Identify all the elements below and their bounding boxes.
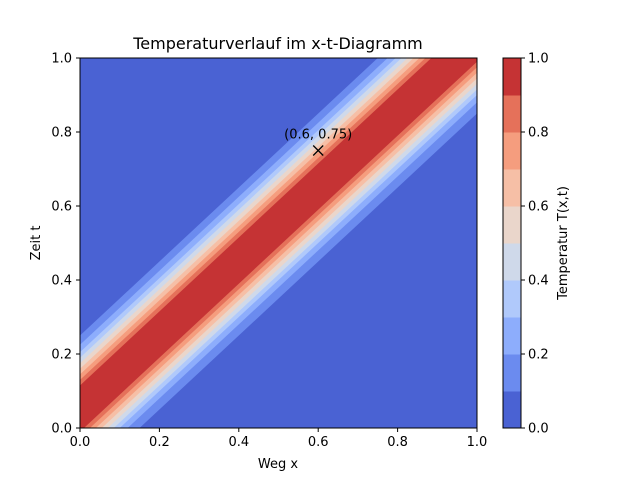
- colorbar-segment: [503, 280, 521, 318]
- annotation-label: (0.6, 0.75): [284, 128, 352, 143]
- y-axis-label: Zeit t: [29, 226, 44, 261]
- y-tick-label: 0.8: [51, 126, 72, 141]
- y-tick-label: 0.6: [51, 200, 72, 215]
- colorbar-label: Temperatur T(x,t): [556, 186, 571, 301]
- colorbar-segment: [503, 58, 521, 96]
- plot-frame: [79, 57, 478, 429]
- x-tick-label: 0.2: [149, 435, 170, 450]
- colorbar-segment: [503, 354, 521, 392]
- x-tick-label: 0.4: [228, 435, 249, 450]
- colorbar-tick-label: 0.0: [528, 422, 549, 437]
- colorbar-segment: [503, 169, 521, 207]
- colorbar-segment: [503, 391, 521, 429]
- colorbar-tick-label: 1.0: [528, 52, 549, 67]
- plot-area: [80, 58, 477, 428]
- y-tick-label: 1.0: [51, 52, 72, 67]
- plot-border: [79, 57, 478, 429]
- y-axis: 0.0 0.2 0.4 0.6 0.8 1.0: [51, 52, 80, 437]
- colorbar-tick-label: 0.6: [528, 200, 549, 215]
- colorbar: 0.0 0.2 0.4 0.6 0.8 1.0: [502, 52, 549, 437]
- colorbar-border: [502, 57, 522, 429]
- colorbar-segment: [503, 206, 521, 244]
- y-tick-label: 0.4: [51, 274, 72, 289]
- colorbar-segment: [503, 132, 521, 170]
- x-tick-label: 1.0: [467, 435, 488, 450]
- x-tick-label: 0.0: [70, 435, 91, 450]
- colorbar-tick-label: 0.4: [528, 274, 549, 289]
- x-axis: 0.0 0.2 0.4 0.6 0.8 1.0: [70, 428, 488, 450]
- annotation-marker: [312, 145, 324, 156]
- chart-title: Temperaturverlauf im x-t-Diagramm: [132, 34, 423, 53]
- x-axis-label: Weg x: [258, 457, 298, 472]
- colorbar-segment: [503, 317, 521, 355]
- y-tick-label: 0.2: [51, 348, 72, 363]
- x-tick-label: 0.6: [308, 435, 329, 450]
- y-tick-label: 0.0: [51, 422, 72, 437]
- colorbar-segment: [503, 95, 521, 133]
- x-tick-label: 0.8: [387, 435, 408, 450]
- colorbar-segment: [503, 243, 521, 281]
- colorbar-tick-label: 0.8: [528, 126, 549, 141]
- contour-level-9: [80, 58, 477, 428]
- annotation-layer: (0.6, 0.75): [284, 128, 352, 156]
- colorbar-tick-label: 0.2: [528, 348, 549, 363]
